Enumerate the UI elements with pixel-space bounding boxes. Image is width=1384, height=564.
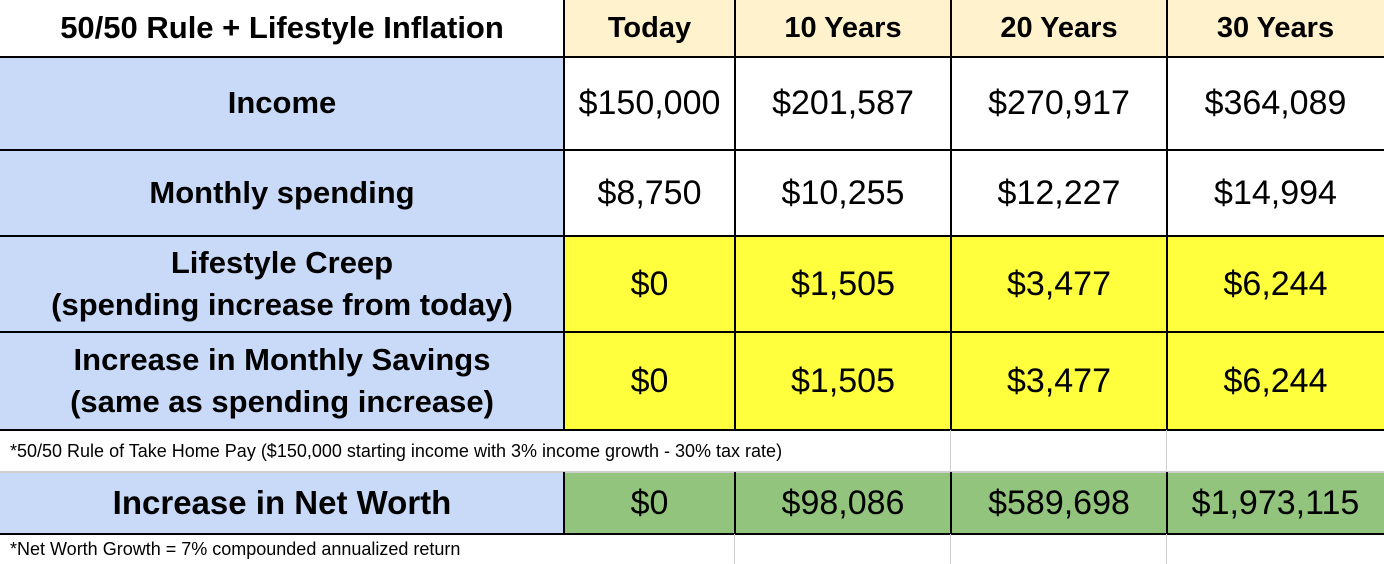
grid-line xyxy=(950,534,951,564)
footnote-50-50-rule: *50/50 Rule of Take Home Pay ($150,000 s… xyxy=(0,430,951,472)
grid-line xyxy=(1166,472,1168,534)
grid-line xyxy=(563,0,565,430)
grid-line xyxy=(0,149,1384,151)
grid-line xyxy=(950,472,952,534)
grid-line xyxy=(0,235,1384,237)
grid-line xyxy=(734,0,736,430)
grid-line xyxy=(734,534,735,564)
row-label-line: (spending increase from today) xyxy=(51,287,513,322)
table-cell: $0 xyxy=(564,472,735,534)
row-label-line: Increase in Monthly Savings xyxy=(73,342,491,377)
grid-line xyxy=(0,471,1384,473)
table-cell: $12,227 xyxy=(951,150,1167,236)
grid-line xyxy=(1166,0,1168,430)
table-cell: $589,698 xyxy=(951,472,1167,534)
grid-line xyxy=(0,533,1384,535)
table-cell: $14,994 xyxy=(1167,150,1384,236)
row-label-increase-monthly-savings: Increase in Monthly Savings (same as spe… xyxy=(0,332,564,430)
column-header-30-years: 30 Years xyxy=(1167,0,1384,56)
table-cell: $10,255 xyxy=(735,150,951,236)
grid-line xyxy=(563,472,565,534)
table-cell: $1,505 xyxy=(735,236,951,332)
table-cell: $270,917 xyxy=(951,56,1167,150)
table-cell: $150,000 xyxy=(564,56,735,150)
row-label-monthly-spending: Monthly spending xyxy=(0,150,564,236)
table-cell: $3,477 xyxy=(951,332,1167,430)
table-cell: $0 xyxy=(564,236,735,332)
table-cell: $3,477 xyxy=(951,236,1167,332)
table-cell: $0 xyxy=(564,332,735,430)
table-title: 50/50 Rule + Lifestyle Inflation xyxy=(0,0,564,56)
table-cell: $6,244 xyxy=(1167,236,1384,332)
grid-line xyxy=(0,331,1384,333)
column-header-10-years: 10 Years xyxy=(735,0,951,56)
grid-line xyxy=(734,472,736,534)
table-cell: $8,750 xyxy=(564,150,735,236)
column-header-20-years: 20 Years xyxy=(951,0,1167,56)
table-cell: $364,089 xyxy=(1167,56,1384,150)
row-label-increase-net-worth: Increase in Net Worth xyxy=(0,472,564,534)
table-cell: $1,973,115 xyxy=(1167,472,1384,534)
table-cell: $6,244 xyxy=(1167,332,1384,430)
row-label-income: Income xyxy=(0,56,564,150)
grid-line xyxy=(1166,534,1167,564)
footnote-net-worth-growth: *Net Worth Growth = 7% compounded annual… xyxy=(0,534,735,564)
table-cell: $201,587 xyxy=(735,56,951,150)
grid-line xyxy=(950,430,951,472)
grid-line xyxy=(950,0,952,430)
grid-line xyxy=(1166,430,1167,472)
column-header-today: Today xyxy=(564,0,735,56)
table-cell: $98,086 xyxy=(735,472,951,534)
row-label-lifestyle-creep: Lifestyle Creep (spending increase from … xyxy=(0,236,564,332)
row-label-line: (same as spending increase) xyxy=(70,384,494,419)
table-cell: $1,505 xyxy=(735,332,951,430)
row-label-line: Lifestyle Creep xyxy=(170,245,394,280)
grid-line xyxy=(0,429,1384,431)
grid-line xyxy=(0,56,1384,58)
